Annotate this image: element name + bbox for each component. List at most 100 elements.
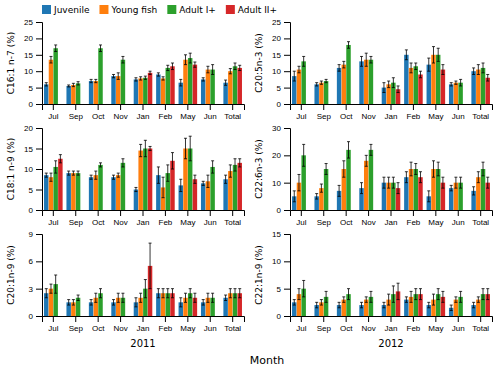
error-bar-line xyxy=(405,171,408,172)
error-bar xyxy=(387,294,390,305)
error-bar-line xyxy=(145,76,146,79)
error-bar-line xyxy=(316,83,317,86)
error-bar-line xyxy=(72,305,75,306)
bar xyxy=(156,74,160,104)
tick: May xyxy=(428,210,443,227)
error-bar-line xyxy=(320,184,323,185)
tick-label: 0 xyxy=(29,100,34,109)
error-bar-line xyxy=(238,166,241,167)
error-bar-line xyxy=(387,177,390,178)
error-bar-line xyxy=(365,66,368,67)
error-bar-line xyxy=(45,173,48,174)
error-bar-line xyxy=(302,296,305,297)
error-bar-line xyxy=(294,191,295,202)
axis-line xyxy=(291,211,493,217)
error-bar-line xyxy=(139,156,142,157)
tick: Total xyxy=(472,210,489,227)
tick-label: Feb xyxy=(407,218,421,227)
tick-label: Sep xyxy=(317,324,332,333)
error-bar-line xyxy=(239,289,240,298)
tick: Oct xyxy=(92,316,105,333)
tick: 20 xyxy=(272,151,290,160)
bar xyxy=(436,55,440,104)
error-bar-line xyxy=(144,140,147,141)
error-bar-line xyxy=(420,289,421,300)
error-bar-line xyxy=(224,295,227,296)
tick-label: 5 xyxy=(29,84,34,93)
error-bar xyxy=(477,65,480,75)
error-bar-line xyxy=(302,56,305,57)
error-bar xyxy=(472,302,475,307)
error-bar-line xyxy=(67,84,70,85)
error-bar xyxy=(59,155,62,163)
tick-label: 9 xyxy=(29,230,34,239)
tick-label: 10 xyxy=(272,179,281,188)
tick-label: 0 xyxy=(277,206,282,215)
error-bar-line xyxy=(206,175,209,176)
error-bar-line xyxy=(315,199,318,200)
tick-mark xyxy=(346,210,347,216)
tick-mark xyxy=(143,210,144,216)
tick: May xyxy=(428,104,443,121)
error-bar xyxy=(325,164,328,175)
tick-mark xyxy=(284,155,290,156)
tick: 5 xyxy=(29,84,42,93)
error-bar-line xyxy=(144,76,147,77)
error-bar-line xyxy=(450,85,453,86)
error-bar-line xyxy=(478,297,479,302)
error-bar xyxy=(419,71,422,78)
tick-label: Oct xyxy=(340,324,353,333)
error-bar-line xyxy=(405,49,408,50)
error-bar-line xyxy=(405,296,408,297)
error-bar-line xyxy=(117,293,120,294)
tick-label: 10 xyxy=(24,165,33,174)
tick-mark xyxy=(301,104,302,110)
error-bar-line xyxy=(68,85,69,87)
error-bar xyxy=(157,167,160,183)
error-bar-line xyxy=(441,177,444,178)
error-bar xyxy=(90,300,93,305)
error-bar-line xyxy=(184,158,187,159)
y-axis-title: C22:1n-9 (%) xyxy=(254,245,264,305)
bar xyxy=(148,149,152,211)
error-bar-line xyxy=(117,177,120,178)
error-bar-line xyxy=(387,294,390,295)
tick-label: 15 xyxy=(24,145,33,154)
error-bar-line xyxy=(419,299,422,300)
tick-mark xyxy=(284,88,290,89)
tick-mark xyxy=(284,289,290,290)
error-bar xyxy=(293,71,296,81)
error-bar-line xyxy=(406,172,407,183)
error-bar-line xyxy=(99,297,102,298)
error-bar-line xyxy=(437,175,440,176)
error-bar xyxy=(238,65,241,70)
error-bar-line xyxy=(99,162,102,163)
y-axis: 0369 xyxy=(29,230,43,321)
error-bar-line xyxy=(224,300,227,301)
error-bar xyxy=(202,78,205,81)
error-bar-line xyxy=(184,293,187,294)
tick: Oct xyxy=(340,104,353,121)
axis-line xyxy=(43,211,245,217)
error-bar-line xyxy=(171,297,174,298)
error-bar-line xyxy=(486,81,489,82)
error-bar-line xyxy=(441,74,444,75)
y-axis: 0102030 xyxy=(272,124,290,215)
error-bar xyxy=(184,138,187,159)
error-bar xyxy=(149,71,152,74)
error-bar-line xyxy=(454,188,457,189)
tick-mark xyxy=(323,316,324,322)
error-bar-line xyxy=(149,146,152,147)
tick: Total xyxy=(224,316,241,333)
error-bar xyxy=(454,177,457,188)
error-bar-line xyxy=(459,302,462,303)
error-bar-line xyxy=(487,74,488,81)
error-bar-line xyxy=(298,66,299,73)
error-bar-line xyxy=(392,188,395,189)
error-bar-line xyxy=(411,162,412,176)
tick-label: Jun xyxy=(452,324,465,333)
error-bar-line xyxy=(193,67,196,68)
error-bar xyxy=(347,142,350,158)
legend-swatch xyxy=(226,5,235,14)
tick: 5 xyxy=(277,285,290,294)
